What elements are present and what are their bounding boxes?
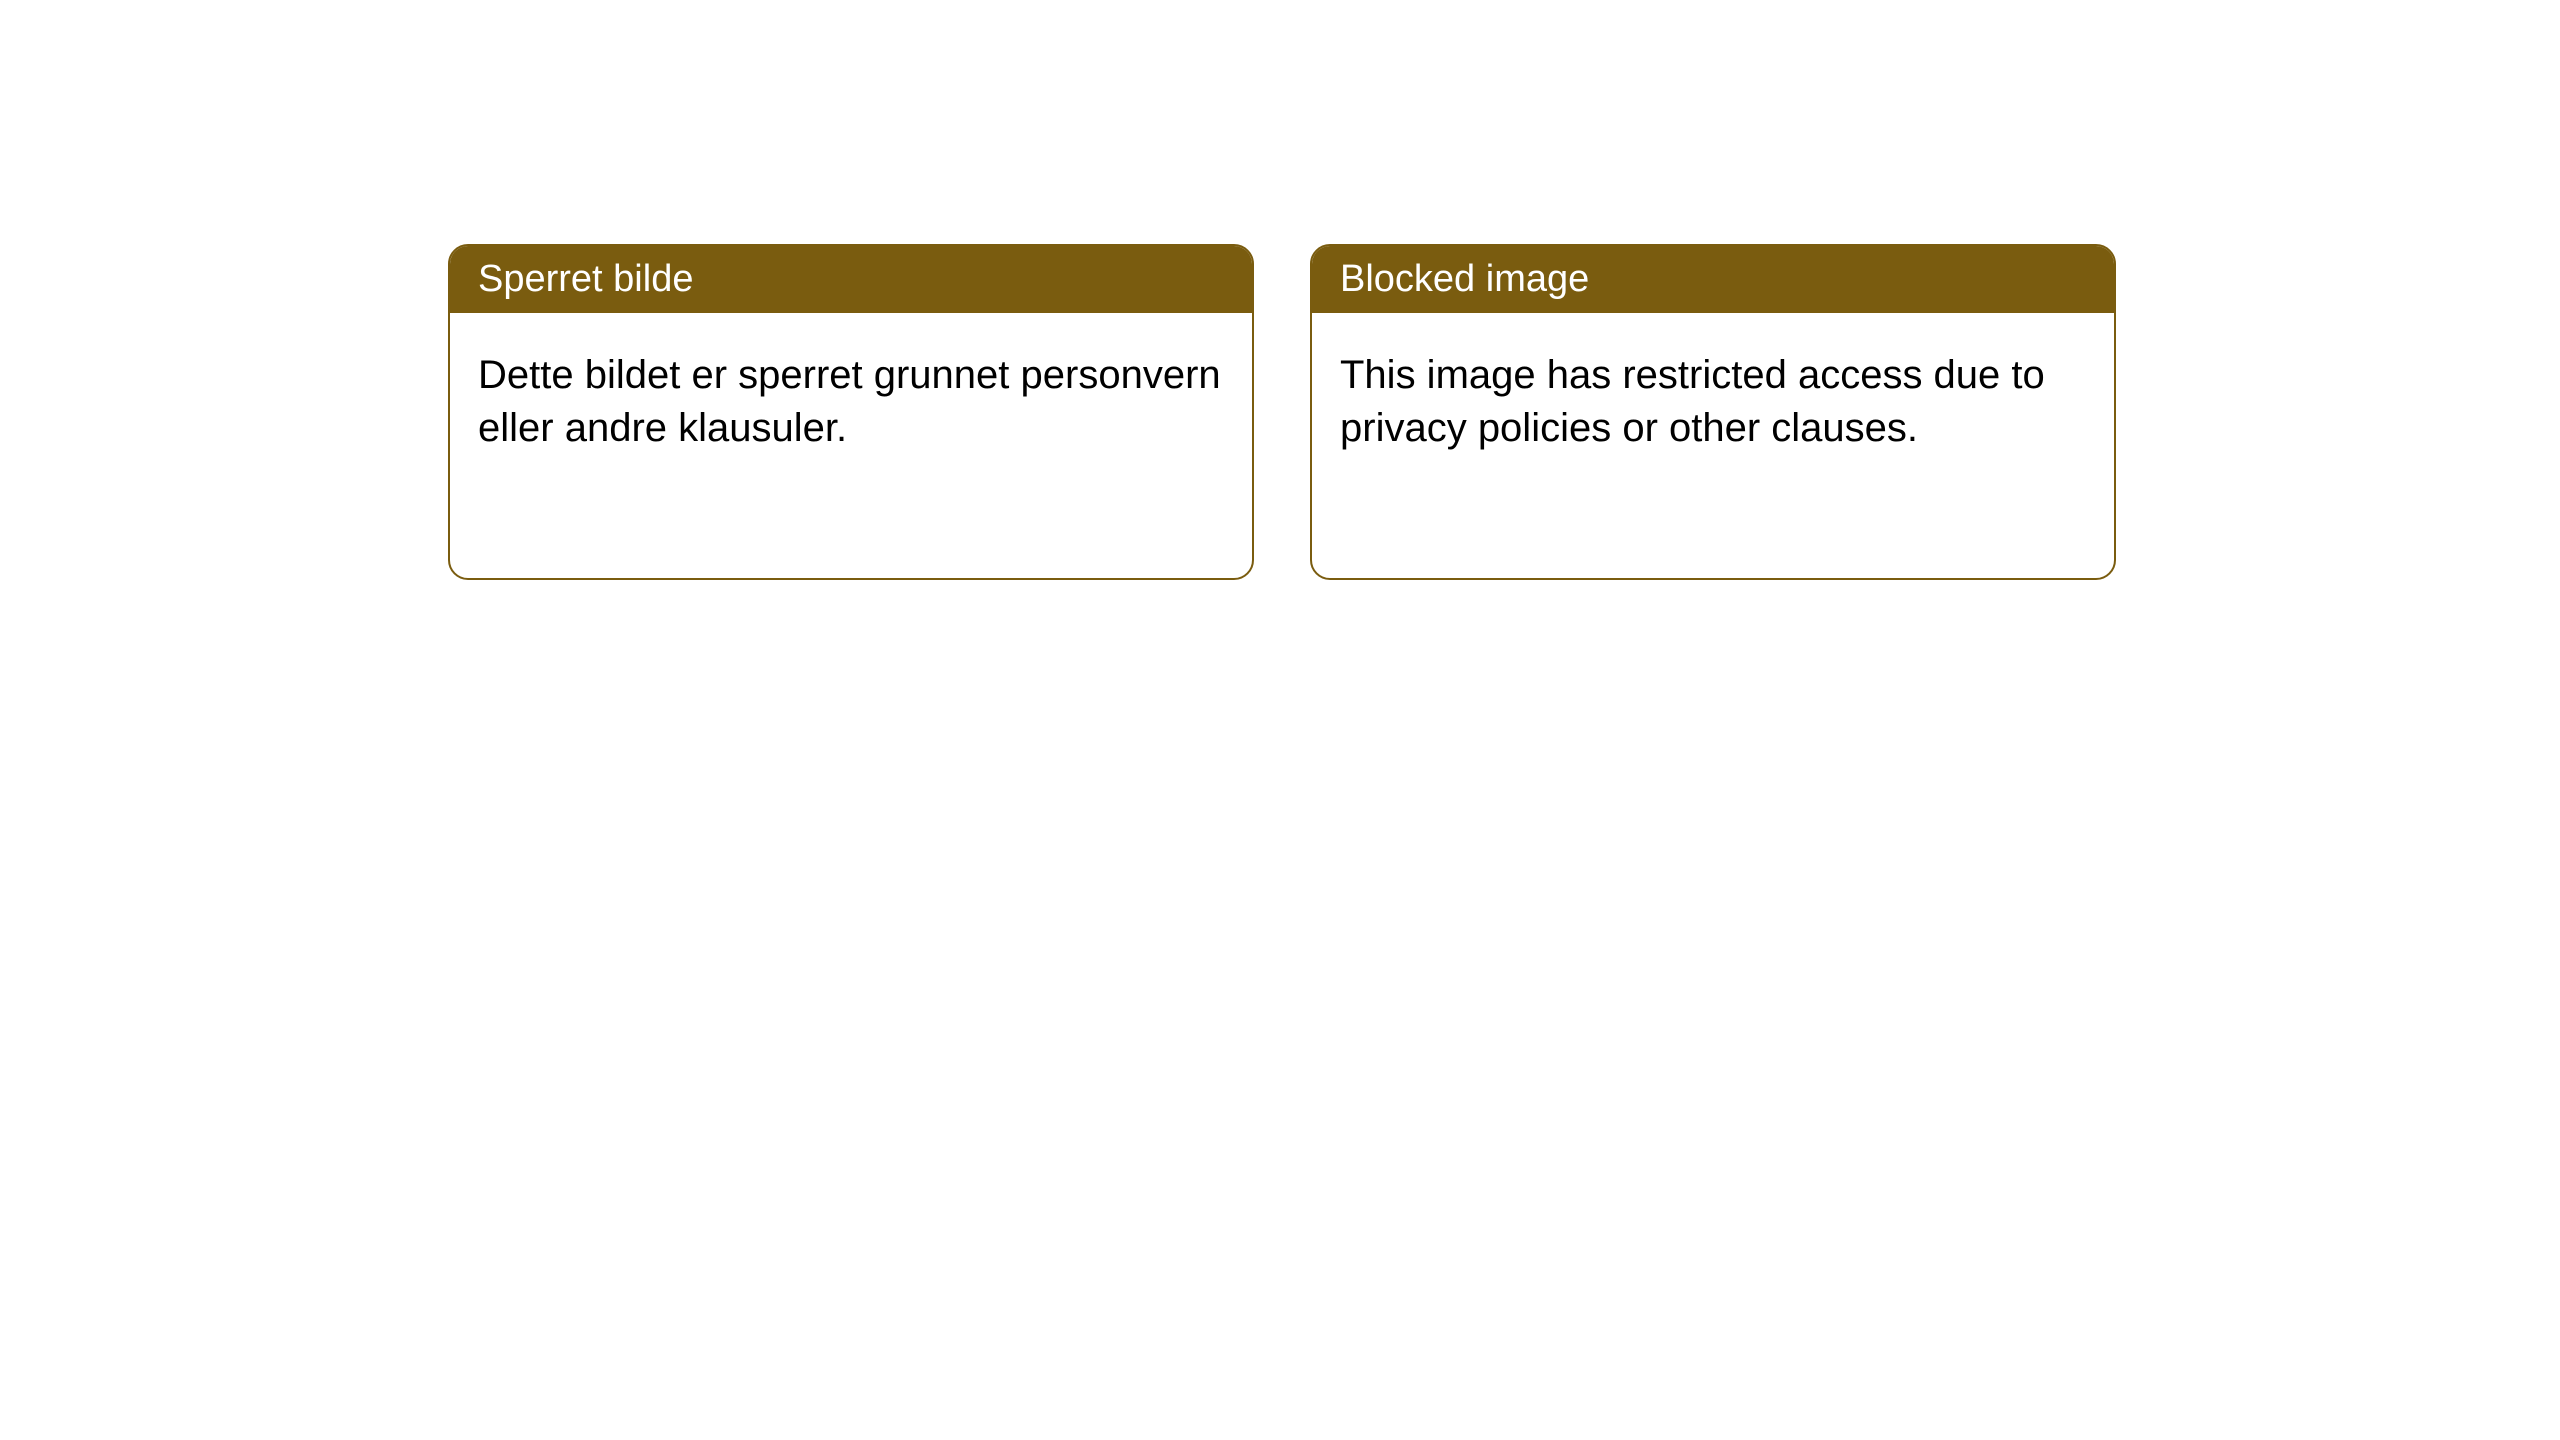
card-body: Dette bildet er sperret grunnet personve… <box>450 313 1252 491</box>
card-title: Sperret bilde <box>478 258 693 300</box>
cards-container: Sperret bilde Dette bildet er sperret gr… <box>0 0 2560 580</box>
card-title: Blocked image <box>1340 258 1589 300</box>
card-body: This image has restricted access due to … <box>1312 313 2114 491</box>
card-body-text: This image has restricted access due to … <box>1340 353 2045 450</box>
blocked-image-card-no: Sperret bilde Dette bildet er sperret gr… <box>448 244 1254 580</box>
blocked-image-card-en: Blocked image This image has restricted … <box>1310 244 2116 580</box>
card-body-text: Dette bildet er sperret grunnet personve… <box>478 353 1221 450</box>
card-header: Sperret bilde <box>450 246 1252 313</box>
card-header: Blocked image <box>1312 246 2114 313</box>
